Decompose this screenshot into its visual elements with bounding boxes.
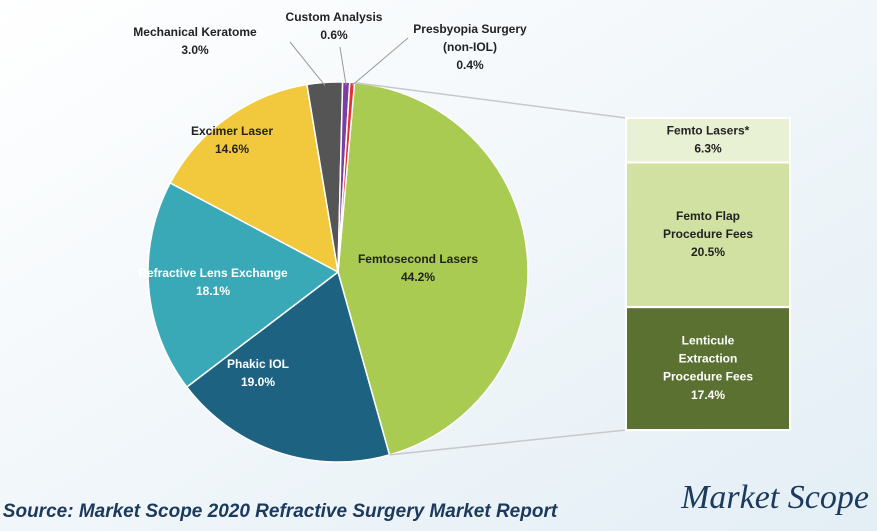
pie-slice <box>169 83 339 274</box>
value-label: 0.4% <box>456 58 484 72</box>
pie-slice <box>185 270 391 463</box>
category-label: Presbyopia Surgery (non-IOL) <box>413 22 527 54</box>
value-label: 44.2% <box>401 270 435 284</box>
bar-segment <box>625 306 791 432</box>
category-label: Custom Analysis <box>286 10 383 24</box>
bar-segment <box>625 117 791 164</box>
value-label: 17.4% <box>691 388 725 402</box>
leader-line <box>289 41 326 86</box>
category-label: Refractive Lens Exchange <box>138 266 288 280</box>
value-label: 19.0% <box>241 375 275 389</box>
value-label: 20.5% <box>691 245 725 259</box>
source-note: Source: Market Scope 2020 Refractive Sur… <box>3 501 558 522</box>
category-label: Mechanical Keratome <box>133 25 257 39</box>
category-label: Lenticule Extraction Procedure Fees <box>663 334 753 384</box>
logo: Market Scope <box>680 479 869 516</box>
value-label: 3.0% <box>181 43 209 57</box>
bar-segment <box>625 161 791 309</box>
value-label: 14.6% <box>215 142 249 156</box>
value-label: 0.6% <box>320 28 348 42</box>
category-label: Femtosecond Lasers <box>358 252 478 266</box>
category-label: Phakic IOL <box>227 357 289 371</box>
pie-slice <box>147 181 340 389</box>
leader-line <box>339 46 347 86</box>
category-label: Excimer Laser <box>191 124 273 138</box>
category-label: Femto Flap Procedure Fees <box>663 209 753 241</box>
value-label: 18.1% <box>196 284 230 298</box>
pie-slice <box>337 81 529 456</box>
connector-line <box>354 81 627 119</box>
leader-line <box>351 37 409 86</box>
value-label: 6.3% <box>694 141 722 155</box>
connector-line <box>389 429 627 456</box>
category-label: Femto Lasers* <box>667 123 750 137</box>
